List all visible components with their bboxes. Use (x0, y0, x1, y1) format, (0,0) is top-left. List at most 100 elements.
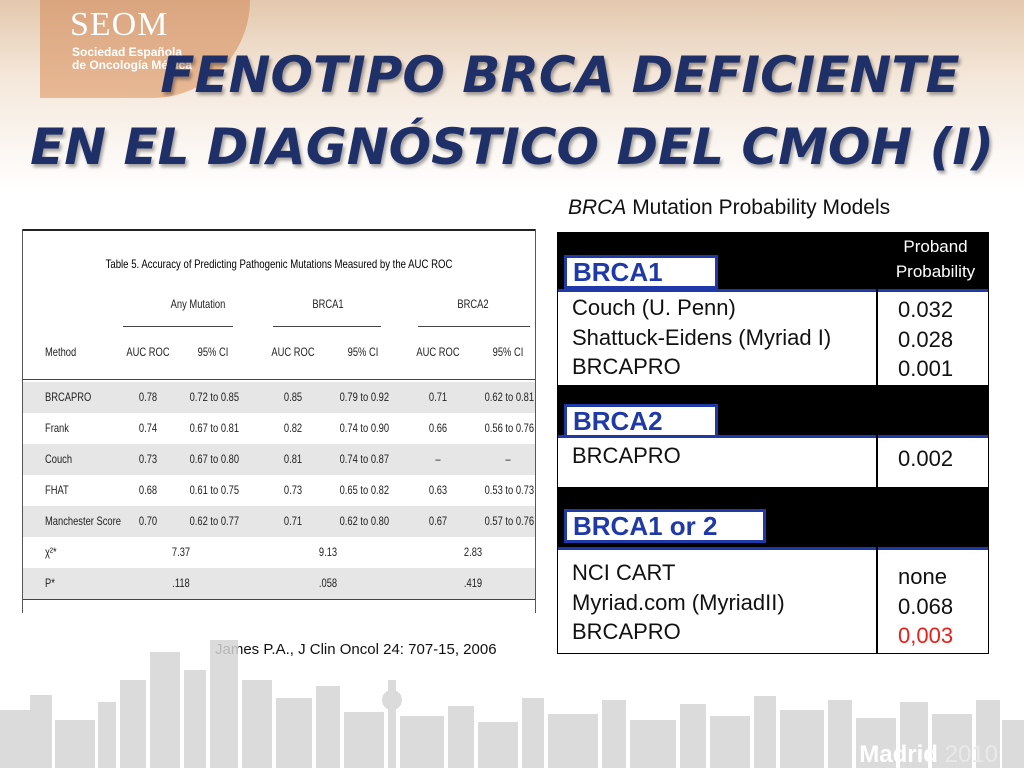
table-top-rule (23, 229, 535, 231)
table-row (23, 568, 535, 599)
col-auc: AUC ROC (126, 345, 170, 359)
section-brca1: BRCA1 (564, 255, 718, 289)
p-value: .419 (463, 576, 483, 590)
table-row (23, 506, 535, 537)
p-value: .058 (318, 576, 338, 590)
table-caption: Table 5. Accuracy of Predicting Pathogen… (105, 257, 453, 271)
model-label: NCI CART (572, 560, 676, 585)
header-probability: Probability (895, 262, 976, 281)
group-brca1: BRCA1 (312, 297, 344, 311)
table-cell: 0.78 (138, 390, 158, 404)
model-value: 0.068 (898, 594, 954, 619)
chi-value: 7.37 (171, 545, 191, 559)
table-cell: 0.81 (283, 452, 303, 466)
slide-title-line2: EN EL DIAGNÓSTICO DEL CMOH (I) (30, 118, 994, 176)
probability-models-table: Proband Probability BRCA1 Couch (U. Penn… (557, 232, 989, 654)
table-cell: – (435, 452, 441, 466)
table-cell: 0.79 to 0.92 (339, 390, 390, 404)
column-divider (876, 289, 878, 385)
logo-subtitle: Sociedad Española de Oncología Médica (72, 46, 192, 72)
table-cell: 0.57 to 0.76 (484, 514, 535, 528)
table-cell: 0.85 (283, 390, 303, 404)
column-divider (876, 547, 878, 653)
table-cell: 0.65 to 0.82 (339, 483, 390, 497)
table-cell: 0.74 to 0.90 (339, 421, 390, 435)
model-value: none (898, 564, 947, 589)
table-row (23, 444, 535, 475)
blue-rule (558, 289, 988, 292)
method-name: Manchester Score (45, 514, 121, 528)
chi-value: 2.83 (463, 545, 483, 559)
blue-rule (558, 547, 988, 550)
citation: James P.A., J Clin Oncol 24: 707-15, 200… (215, 641, 497, 658)
table-row (23, 382, 535, 413)
p-value: .118 (172, 576, 190, 590)
group-any-mutation: Any Mutation (170, 297, 226, 311)
slide-title-line1: FENOTIPO BRCA DEFICIENTE (160, 46, 960, 104)
city-name: Madrid (859, 741, 938, 768)
method-name: FHAT (45, 483, 69, 497)
footer-city: Madrid 2010 (859, 741, 998, 769)
col-method: Method (45, 345, 77, 359)
model-label: BRCAPRO (572, 619, 681, 644)
logo-name: SEOM (70, 6, 169, 43)
method-name: BRCAPRO (45, 390, 92, 404)
auc-roc-table: Table 5. Accuracy of Predicting Pathogen… (22, 229, 536, 613)
logo-subtitle-line2: de Oncología Médica (72, 58, 193, 72)
method-name: Couch (45, 452, 73, 466)
model-label: BRCAPRO (572, 443, 681, 468)
col-ci: 95% CI (492, 345, 524, 359)
table-cell: 0.61 to 0.75 (189, 483, 240, 497)
header-proband: Proband (903, 237, 968, 256)
title-rest: Mutation Probability Models (626, 196, 891, 219)
col-auc: AUC ROC (416, 345, 460, 359)
table-cell: 0.53 to 0.73 (484, 483, 535, 497)
model-label: Couch (U. Penn) (572, 295, 736, 320)
table-cell: 0.74 to 0.87 (339, 452, 390, 466)
table-cell: 0.82 (283, 421, 303, 435)
table-cell: 0.62 to 0.77 (189, 514, 240, 528)
chi-label: χ²* (45, 545, 57, 559)
model-value-highlight: 0,003 (898, 623, 954, 648)
city-year: 2010 (944, 741, 998, 768)
table-cell: 0.71 (428, 390, 448, 404)
table-cell: 0.72 to 0.85 (189, 390, 240, 404)
table-cell: 0.62 to 0.80 (339, 514, 390, 528)
model-value: 0.001 (898, 356, 954, 381)
madrid-skyline (0, 640, 1024, 768)
model-label: Myriad.com (MyriadII) (572, 590, 785, 615)
model-value: 0.028 (898, 327, 954, 352)
group-brca2: BRCA2 (457, 297, 489, 311)
table-cell: 0.67 to 0.81 (189, 421, 240, 435)
table-bottom-rule (23, 599, 535, 600)
col-auc: AUC ROC (271, 345, 315, 359)
right-table-title: BRCA Mutation Probability Models (568, 196, 890, 220)
p-label: P* (45, 576, 55, 590)
table-cell: 0.73 (138, 452, 158, 466)
column-divider (876, 435, 878, 487)
header-rule (23, 379, 535, 380)
table-cell: 0.66 (428, 421, 448, 435)
table-cell: 0.63 (428, 483, 448, 497)
section-brca2: BRCA2 (564, 404, 718, 438)
table-cell: 0.68 (138, 483, 158, 497)
table-cell: 0.74 (138, 421, 158, 435)
model-label: BRCAPRO (572, 354, 681, 379)
group-rule (123, 326, 233, 327)
table-cell: 0.56 to 0.76 (484, 421, 535, 435)
table-cell: 0.67 to 0.80 (189, 452, 240, 466)
group-rule (273, 326, 381, 327)
logo-subtitle-line1: Sociedad Española (72, 45, 183, 59)
model-value: 0.002 (898, 446, 954, 471)
model-label: Shattuck-Eidens (Myriad I) (572, 325, 832, 350)
table-cell: 0.62 to 0.81 (484, 390, 535, 404)
section-brca1-or-2: BRCA1 or 2 (564, 509, 766, 543)
col-ci: 95% CI (347, 345, 379, 359)
table-cell: 0.70 (138, 514, 158, 528)
blue-rule (558, 435, 988, 438)
title-italic: BRCA (568, 196, 627, 219)
model-value: 0.032 (898, 297, 954, 322)
chi-value: 9.13 (318, 545, 338, 559)
table-cell: 0.71 (283, 514, 303, 528)
table-cell: – (505, 452, 511, 466)
